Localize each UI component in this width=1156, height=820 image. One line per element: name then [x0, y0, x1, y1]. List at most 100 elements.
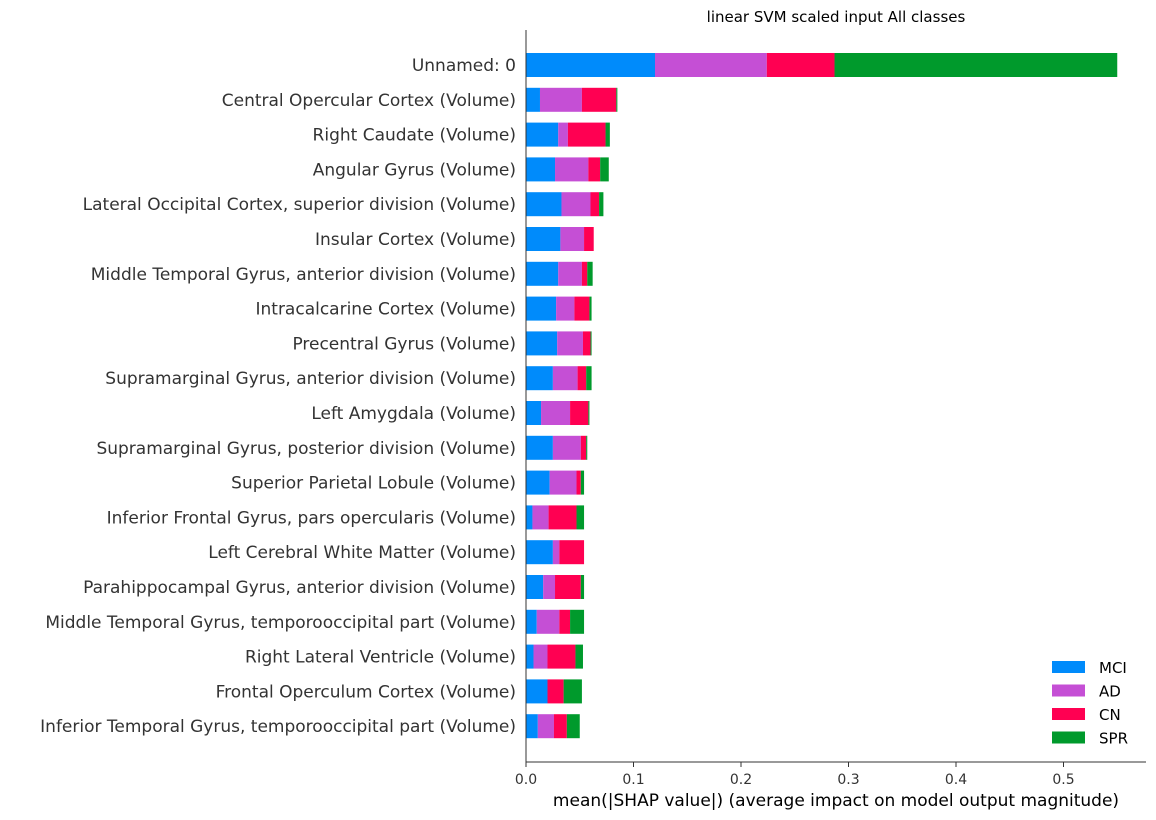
bar-ad-16: [536, 609, 560, 634]
bar-ad-4: [561, 192, 591, 217]
x-axis-ticks: 0.0 0.1 0.2 0.3 0.4 0.5: [515, 762, 1075, 788]
category-label-9: Supramarginal Gyrus, anterior division (…: [105, 369, 516, 389]
x-tick-label-5: 0.5: [1052, 772, 1074, 788]
bar-cn-6: [581, 261, 588, 286]
category-labels: Unnamed: 0 Central Opercular Cortex (Volu…: [40, 56, 516, 737]
bar-cn-18: [547, 679, 564, 704]
bar-cn-2: [567, 122, 606, 147]
bar-ad-14: [552, 540, 560, 565]
bar-spr-4: [599, 192, 604, 217]
category-label-3: Angular Gyrus (Volume): [313, 160, 516, 180]
bar-cn-1: [581, 87, 617, 112]
bar-cn-10: [570, 401, 589, 425]
bar-ad-2: [558, 122, 568, 147]
bar-ad-17: [533, 644, 548, 669]
bar-spr-16: [570, 609, 585, 634]
x-tick-label-3: 0.3: [837, 772, 859, 788]
bar-ad-1: [539, 87, 582, 112]
bar-ad-5: [560, 227, 585, 251]
category-label-0: Unnamed: 0: [412, 56, 516, 76]
bar-cn-15: [555, 575, 581, 599]
bar-ad-11: [552, 435, 581, 460]
bar-cn-4: [590, 192, 600, 217]
bar-spr-19: [566, 714, 580, 739]
category-label-1: Central Opercular Cortex (Volume): [222, 91, 516, 111]
bar-spr-13: [576, 505, 585, 530]
category-label-8: Precentral Gyrus (Volume): [292, 334, 516, 354]
x-tick-label-4: 0.4: [945, 772, 967, 788]
legend-label-mci: MCI: [1099, 659, 1127, 677]
bar-mci-3: [526, 157, 556, 182]
legend: MCI AD CN SPR: [1052, 659, 1128, 748]
bar-cn-5: [584, 227, 594, 251]
category-label-13: Inferior Frontal Gyrus, pars opercularis…: [107, 508, 516, 528]
bar-ad-7: [556, 296, 575, 321]
category-label-2: Right Caudate (Volume): [313, 126, 516, 146]
category-label-7: Intracalcarine Cortex (Volume): [255, 300, 516, 320]
bar-spr-7: [589, 296, 592, 321]
bar-spr-9: [586, 366, 592, 391]
bar-mci-4: [526, 192, 562, 217]
bar-ad-19: [537, 714, 554, 739]
bar-cn-8: [582, 331, 591, 356]
bar-mci-6: [526, 261, 559, 286]
bar-spr-1: [616, 87, 618, 112]
bar-mci-13: [526, 505, 533, 530]
legend-label-spr: SPR: [1099, 730, 1128, 748]
bar-mci-12: [526, 470, 550, 495]
bar-cn-11: [580, 435, 587, 460]
bar-mci-15: [526, 575, 544, 599]
bar-spr-10: [588, 401, 590, 425]
bar-mci-10: [526, 401, 542, 425]
category-label-11: Supramarginal Gyrus, posterior division …: [96, 439, 516, 459]
category-label-17: Right Lateral Ventricle (Volume): [245, 648, 516, 668]
category-label-16: Middle Temporal Gyrus, temporooccipital …: [45, 613, 516, 633]
x-tick-label-1: 0.1: [622, 772, 644, 788]
bar-mci-1: [526, 87, 540, 112]
bar-spr-0: [834, 53, 1118, 77]
bar-spr-2: [605, 122, 610, 147]
bar-mci-18: [526, 679, 548, 704]
category-label-15: Parahippocampal Gyrus, anterior division…: [83, 578, 516, 598]
bar-cn-7: [574, 296, 590, 321]
bar-mci-2: [526, 122, 559, 147]
legend-label-ad: AD: [1099, 683, 1121, 701]
bar-ad-12: [549, 470, 577, 495]
bar-spr-17: [575, 644, 583, 669]
bar-cn-13: [548, 505, 577, 530]
legend-label-cn: CN: [1099, 706, 1121, 724]
bar-spr-12: [580, 470, 585, 495]
bar-spr-11: [586, 435, 588, 460]
x-tick-label-2: 0.2: [730, 772, 752, 788]
bar-ad-13: [532, 505, 549, 530]
bar-mci-0: [526, 53, 655, 77]
bar-cn-12: [576, 470, 581, 495]
bar-mci-14: [526, 540, 553, 565]
category-label-4: Lateral Occipital Cortex, superior divis…: [83, 195, 516, 215]
bar-ad-10: [541, 401, 571, 425]
x-tick-label-0: 0.0: [515, 772, 537, 788]
bar-cn-3: [588, 157, 601, 182]
category-label-18: Frontal Operculum Cortex (Volume): [216, 682, 516, 702]
category-label-14: Left Cerebral White Matter (Volume): [208, 543, 516, 563]
chart-title: linear SVM scaled input All classes: [707, 8, 966, 26]
bars-group: [526, 53, 1118, 739]
bar-spr-15: [580, 575, 585, 599]
bar-cn-16: [559, 609, 571, 634]
bar-ad-15: [543, 575, 556, 599]
bar-mci-19: [526, 714, 538, 739]
bar-spr-3: [600, 157, 609, 182]
bar-spr-18: [563, 679, 582, 704]
bar-cn-0: [766, 53, 835, 77]
bar-ad-9: [552, 366, 578, 391]
bar-mci-5: [526, 227, 561, 251]
bar-mci-16: [526, 609, 537, 634]
bar-mci-11: [526, 435, 553, 460]
x-axis-label: mean(|SHAP value|) (average impact on mo…: [553, 791, 1119, 811]
bar-ad-8: [557, 331, 583, 356]
legend-swatch-spr: [1052, 731, 1085, 744]
category-label-5: Insular Cortex (Volume): [315, 230, 516, 250]
bar-ad-6: [558, 261, 582, 286]
bar-cn-14: [559, 540, 585, 565]
